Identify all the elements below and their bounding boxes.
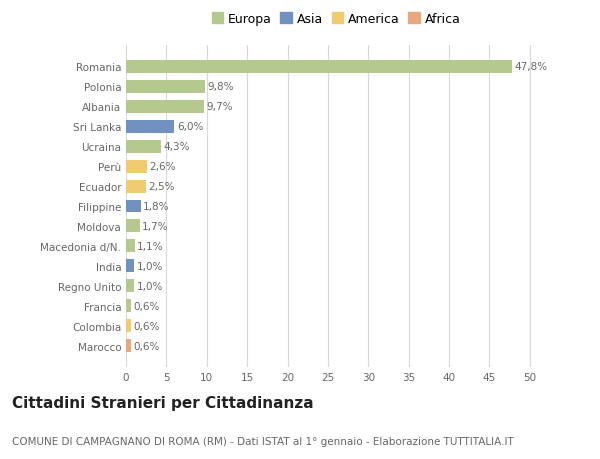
Text: 1,8%: 1,8% xyxy=(143,202,169,212)
Text: 6,0%: 6,0% xyxy=(177,122,203,132)
Bar xyxy=(126,140,161,153)
Bar xyxy=(126,280,134,293)
Text: Cittadini Stranieri per Cittadinanza: Cittadini Stranieri per Cittadinanza xyxy=(12,395,314,410)
Bar xyxy=(126,300,131,313)
Bar xyxy=(126,120,175,133)
Bar xyxy=(126,240,135,253)
Bar xyxy=(126,340,131,353)
Bar xyxy=(126,61,512,73)
Bar xyxy=(126,220,140,233)
Text: 2,5%: 2,5% xyxy=(149,182,175,191)
Bar xyxy=(126,180,146,193)
Bar xyxy=(126,260,134,273)
Text: 9,7%: 9,7% xyxy=(207,102,233,112)
Text: 0,6%: 0,6% xyxy=(133,321,160,331)
Bar xyxy=(126,200,140,213)
Text: 1,0%: 1,0% xyxy=(137,281,163,291)
Legend: Europa, Asia, America, Africa: Europa, Asia, America, Africa xyxy=(209,11,463,28)
Text: 1,7%: 1,7% xyxy=(142,222,169,231)
Text: COMUNE DI CAMPAGNANO DI ROMA (RM) - Dati ISTAT al 1° gennaio - Elaborazione TUTT: COMUNE DI CAMPAGNANO DI ROMA (RM) - Dati… xyxy=(12,436,514,446)
Text: 0,6%: 0,6% xyxy=(133,301,160,311)
Bar xyxy=(126,101,205,113)
Text: 9,8%: 9,8% xyxy=(208,82,234,92)
Text: 1,0%: 1,0% xyxy=(137,261,163,271)
Text: 1,1%: 1,1% xyxy=(137,241,164,252)
Bar xyxy=(126,80,205,93)
Text: 0,6%: 0,6% xyxy=(133,341,160,351)
Text: 2,6%: 2,6% xyxy=(149,162,176,172)
Text: 47,8%: 47,8% xyxy=(515,62,548,72)
Bar xyxy=(126,320,131,333)
Bar xyxy=(126,160,147,173)
Text: 4,3%: 4,3% xyxy=(163,142,190,152)
